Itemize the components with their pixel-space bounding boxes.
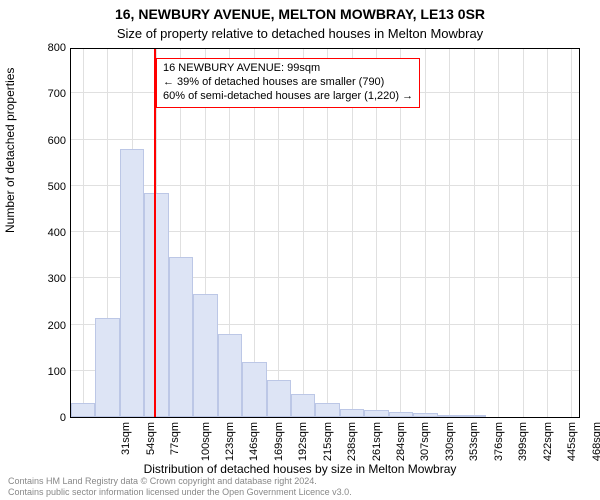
gridline-v	[449, 49, 450, 417]
xtick-label: 123sqm	[224, 422, 236, 461]
xtick-label: 353sqm	[468, 422, 480, 461]
annotation-line: 16 NEWBURY AVENUE: 99sqm	[163, 62, 413, 76]
xtick-label: 77sqm	[169, 422, 181, 455]
chart-title-text: 16, NEWBURY AVENUE, MELTON MOWBRAY, LE13…	[115, 6, 485, 22]
gridline-v	[425, 49, 426, 417]
histogram-bar	[120, 149, 144, 417]
histogram-bar	[340, 409, 364, 417]
xtick-label: 192sqm	[297, 422, 309, 461]
ytick-label: 0	[60, 412, 66, 424]
ytick-label: 200	[48, 320, 66, 332]
ytick-label: 400	[48, 227, 66, 239]
histogram-bar	[218, 334, 242, 417]
ytick-label: 600	[48, 135, 66, 147]
histogram-bar	[413, 413, 437, 417]
xtick-label: 215sqm	[322, 422, 334, 461]
annotation-line: ← 39% of detached houses are smaller (79…	[163, 76, 413, 90]
gridline-v	[547, 49, 548, 417]
xtick-label: 169sqm	[273, 422, 285, 461]
footer-line: Contains public sector information licen…	[8, 487, 352, 498]
xtick-label: 445sqm	[566, 422, 578, 461]
gridline-v	[523, 49, 524, 417]
xtick-label: 399sqm	[517, 422, 529, 461]
annotation-box: 16 NEWBURY AVENUE: 99sqm← 39% of detache…	[156, 58, 420, 107]
chart-subtitle-text: Size of property relative to detached ho…	[117, 26, 483, 41]
xtick-label: 422sqm	[542, 422, 554, 461]
gridline-v	[571, 49, 572, 417]
xtick-label: 468sqm	[591, 422, 600, 461]
histogram-bar	[71, 403, 95, 417]
ytick-label: 300	[48, 273, 66, 285]
xtick-label: 307sqm	[420, 422, 432, 461]
ytick-label: 500	[48, 181, 66, 193]
x-axis-label: Distribution of detached houses by size …	[0, 462, 600, 476]
ytick-label: 100	[48, 366, 66, 378]
histogram-bar	[95, 318, 119, 417]
histogram-bar	[438, 415, 462, 417]
xtick-label: 261sqm	[371, 422, 383, 461]
histogram-bar	[462, 415, 486, 417]
plot-area: 16 NEWBURY AVENUE: 99sqm← 39% of detache…	[70, 48, 580, 418]
footer-attribution: Contains HM Land Registry data © Crown c…	[8, 476, 352, 498]
histogram-bar	[291, 394, 315, 417]
histogram-bar	[169, 257, 193, 417]
xtick-label: 376sqm	[493, 422, 505, 461]
histogram-bar	[364, 410, 388, 417]
histogram-bar	[144, 193, 168, 417]
y-axis-label: Number of detached properties	[3, 68, 17, 233]
xtick-label: 330sqm	[444, 422, 456, 461]
gridline-v	[83, 49, 84, 417]
footer-line: Contains HM Land Registry data © Crown c…	[8, 476, 352, 487]
chart-subtitle: Size of property relative to detached ho…	[0, 26, 600, 41]
xtick-label: 146sqm	[249, 422, 261, 461]
xtick-label: 54sqm	[145, 422, 157, 455]
histogram-bar	[267, 380, 291, 417]
gridline-h	[71, 139, 579, 140]
annotation-line: 60% of semi-detached houses are larger (…	[163, 90, 413, 104]
histogram-bar	[315, 403, 339, 417]
ytick-label: 700	[48, 88, 66, 100]
xtick-label: 31sqm	[120, 422, 132, 455]
xtick-label: 238sqm	[346, 422, 358, 461]
xtick-label: 100sqm	[200, 422, 212, 461]
gridline-v	[498, 49, 499, 417]
chart-title: 16, NEWBURY AVENUE, MELTON MOWBRAY, LE13…	[0, 6, 600, 22]
histogram-bar	[193, 294, 217, 417]
gridline-v	[474, 49, 475, 417]
histogram-bar	[242, 362, 266, 418]
histogram-bar	[389, 412, 413, 417]
gridline-h	[71, 185, 579, 186]
xtick-label: 284sqm	[395, 422, 407, 461]
ytick-label: 800	[48, 42, 66, 54]
